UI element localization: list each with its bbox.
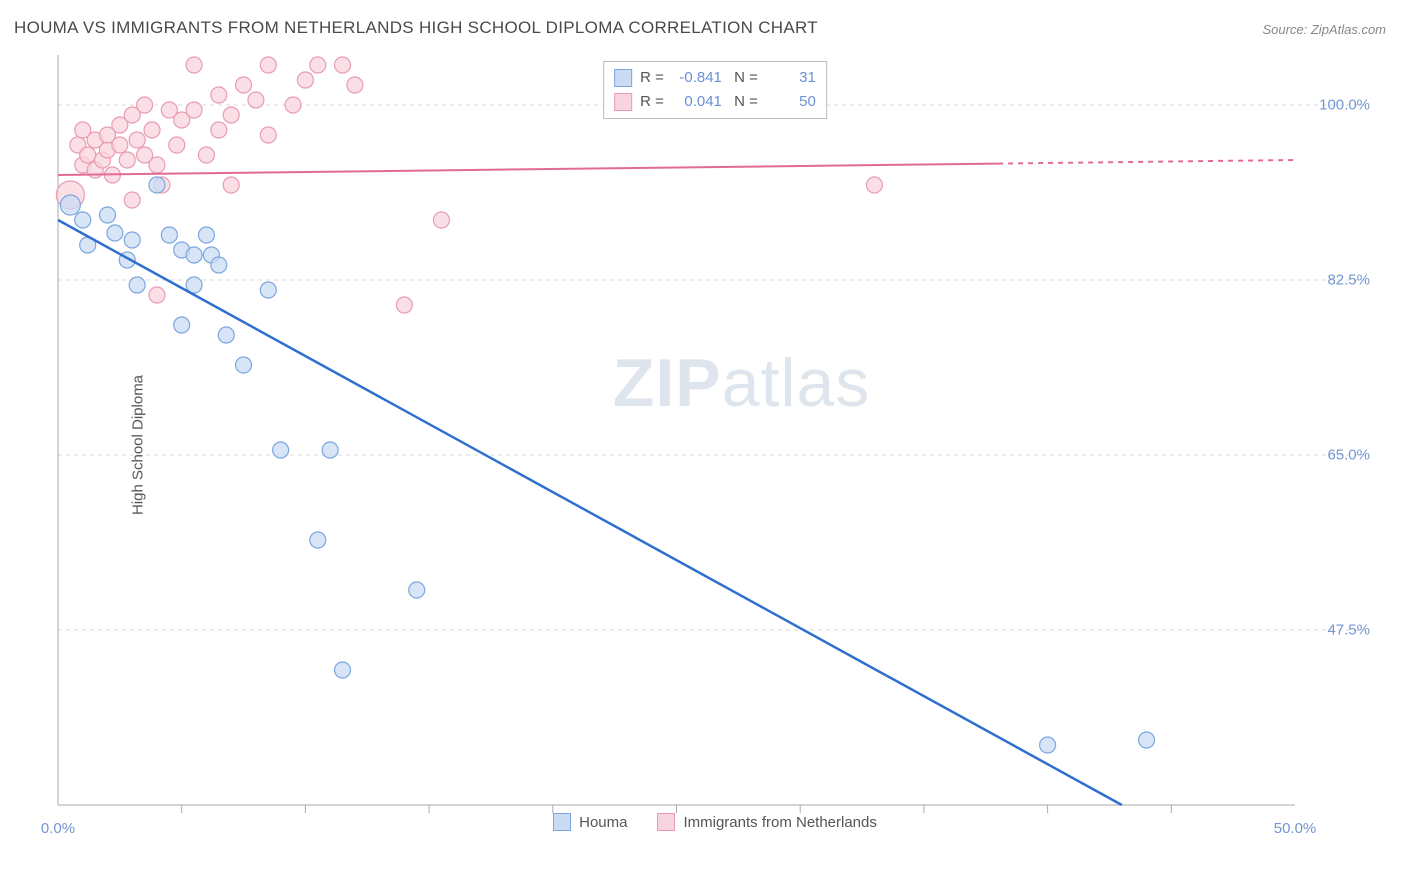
- scatter-point-b: [297, 72, 313, 88]
- scatter-point-b: [285, 97, 301, 113]
- legend-item-b: Immigrants from Netherlands: [657, 813, 876, 831]
- scatter-point-b: [80, 147, 96, 163]
- scatter-point-a: [260, 282, 276, 298]
- scatter-point-a: [161, 227, 177, 243]
- scatter-point-b: [112, 137, 128, 153]
- y-axis-label: High School Diploma: [130, 375, 147, 515]
- scatter-point-b: [186, 57, 202, 73]
- scatter-point-b: [211, 122, 227, 138]
- scatter-point-a: [322, 442, 338, 458]
- trend-line-b-dashed: [998, 160, 1295, 164]
- scatter-point-a: [99, 207, 115, 223]
- scatter-point-a: [129, 277, 145, 293]
- stat-r-value-a: -0.841: [672, 66, 722, 90]
- swatch-series-b: [657, 813, 675, 831]
- scatter-point-b: [248, 92, 264, 108]
- scatter-point-a: [236, 357, 252, 373]
- stat-r-label: R =: [640, 66, 664, 90]
- scatter-point-b: [347, 77, 363, 93]
- scatter-point-b: [236, 77, 252, 93]
- scatter-point-a: [107, 225, 123, 241]
- scatter-point-a: [149, 177, 165, 193]
- scatter-point-b: [124, 192, 140, 208]
- scatter-point-a: [60, 195, 80, 215]
- y-tick-label: 82.5%: [1327, 272, 1370, 289]
- legend-item-a: Houma: [553, 813, 627, 831]
- scatter-point-b: [186, 102, 202, 118]
- x-tick-label: 0.0%: [41, 820, 75, 837]
- chart-title: HOUMA VS IMMIGRANTS FROM NETHERLANDS HIG…: [14, 18, 818, 38]
- scatter-point-b: [129, 132, 145, 148]
- scatter-point-b: [260, 57, 276, 73]
- x-tick-label: 50.0%: [1274, 820, 1317, 837]
- source-attribution: Source: ZipAtlas.com: [1262, 22, 1386, 37]
- scatter-point-b: [310, 57, 326, 73]
- scatter-point-b: [223, 107, 239, 123]
- stat-row-b: R = 0.041 N = 50: [614, 90, 816, 114]
- scatter-point-b: [223, 177, 239, 193]
- scatter-point-b: [396, 297, 412, 313]
- scatter-point-b: [260, 127, 276, 143]
- trend-line-b: [58, 164, 998, 175]
- y-tick-label: 47.5%: [1327, 622, 1370, 639]
- y-tick-label: 100.0%: [1319, 97, 1370, 114]
- scatter-point-a: [310, 532, 326, 548]
- scatter-point-b: [198, 147, 214, 163]
- stat-r-label: R =: [640, 90, 664, 114]
- swatch-series-b: [614, 93, 632, 111]
- stat-n-value-a: 31: [766, 66, 816, 90]
- legend-label-b: Immigrants from Netherlands: [683, 814, 876, 831]
- stat-n-label: N =: [730, 66, 758, 90]
- scatter-point-a: [124, 232, 140, 248]
- scatter-point-a: [1139, 732, 1155, 748]
- stat-r-value-b: 0.041: [672, 90, 722, 114]
- stat-n-label: N =: [730, 90, 758, 114]
- scatter-point-b: [335, 57, 351, 73]
- scatter-point-b: [119, 152, 135, 168]
- scatter-point-a: [186, 247, 202, 263]
- scatter-plot-svg: [50, 55, 1380, 835]
- scatter-point-b: [211, 87, 227, 103]
- scatter-point-b: [149, 287, 165, 303]
- scatter-point-a: [174, 317, 190, 333]
- scatter-point-a: [335, 662, 351, 678]
- chart-area: High School Diploma ZIPatlas R = -0.841 …: [50, 55, 1380, 835]
- scatter-point-b: [433, 212, 449, 228]
- scatter-point-a: [1040, 737, 1056, 753]
- scatter-point-a: [211, 257, 227, 273]
- legend-label-a: Houma: [579, 814, 627, 831]
- scatter-point-b: [149, 157, 165, 173]
- bottom-legend: Houma Immigrants from Netherlands: [50, 813, 1380, 831]
- scatter-point-a: [75, 212, 91, 228]
- scatter-point-b: [144, 122, 160, 138]
- trend-line-a: [58, 220, 1122, 805]
- scatter-point-b: [866, 177, 882, 193]
- scatter-point-a: [218, 327, 234, 343]
- y-tick-label: 65.0%: [1327, 447, 1370, 464]
- scatter-point-a: [409, 582, 425, 598]
- scatter-point-b: [169, 137, 185, 153]
- scatter-point-b: [137, 97, 153, 113]
- correlation-stats-box: R = -0.841 N = 31 R = 0.041 N = 50: [603, 61, 827, 119]
- scatter-point-a: [198, 227, 214, 243]
- stat-row-a: R = -0.841 N = 31: [614, 66, 816, 90]
- swatch-series-a: [553, 813, 571, 831]
- swatch-series-a: [614, 69, 632, 87]
- scatter-point-a: [273, 442, 289, 458]
- stat-n-value-b: 50: [766, 90, 816, 114]
